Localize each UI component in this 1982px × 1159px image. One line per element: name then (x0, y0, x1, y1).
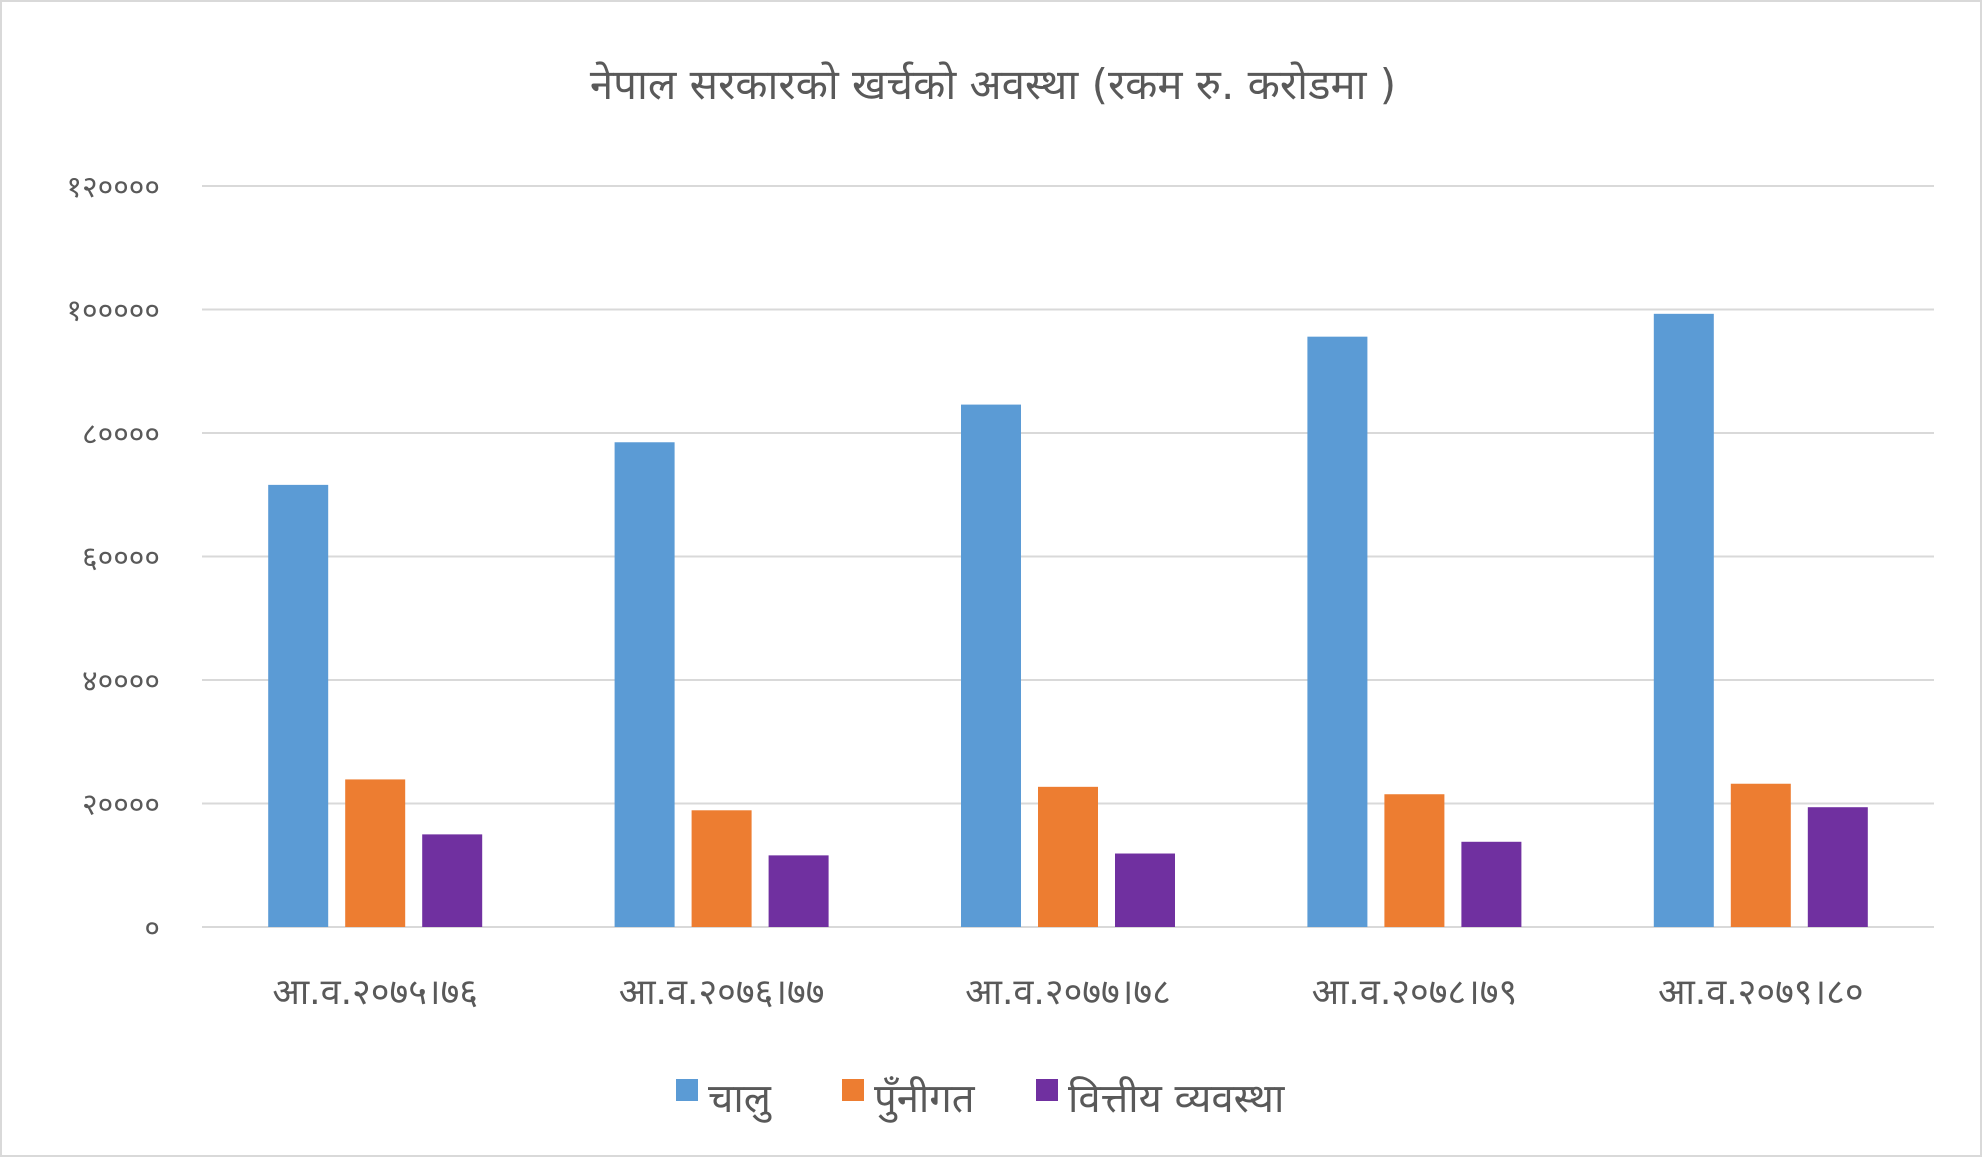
bar-series-2-category-1[interactable] (768, 855, 829, 927)
legend-swatch (1036, 1079, 1058, 1101)
legend-swatch (842, 1079, 864, 1101)
bar-series-0-category-4[interactable] (1653, 313, 1714, 927)
bar-series-0-category-1[interactable] (614, 442, 675, 927)
x-category-label: आ.व.२०७८।७९ (1312, 972, 1518, 1013)
bar-series-2-category-2[interactable] (1115, 853, 1175, 927)
legend-label: पुँनीगत (874, 1076, 976, 1123)
bar-series-2-category-3[interactable] (1461, 841, 1522, 927)
gridlines (202, 185, 1934, 928)
legend-label: चालु (708, 1076, 772, 1123)
bar-series-1-category-1[interactable] (691, 810, 752, 927)
bar-series-1-category-0[interactable] (345, 779, 406, 927)
x-category-label: आ.व.२०७६।७७ (619, 972, 825, 1013)
x-category-label: आ.व.२०७७।७८ (965, 972, 1171, 1013)
x-axis-categories: आ.व.२०७५।७६ आ.व.२०७६।७७ आ.व.२०७७।७८ आ.व.२०७… (272, 972, 1863, 1013)
y-tick-label: १००००० (66, 294, 160, 329)
legend: चालु पुँनीगत वित्तीय व्यवस्था (676, 1076, 1285, 1123)
bars (268, 313, 1868, 928)
bar-series-1-category-3[interactable] (1384, 794, 1445, 927)
bar-series-1-category-2[interactable] (1038, 786, 1098, 927)
y-tick-label: ४०००० (82, 664, 160, 699)
bar-series-0-category-0[interactable] (268, 484, 329, 927)
y-tick-label: ० (144, 911, 160, 946)
x-category-label: आ.व.२०७९।८० (1658, 972, 1864, 1013)
legend-swatch (676, 1079, 698, 1101)
y-tick-label: ६०००० (82, 541, 160, 576)
y-axis-ticks: ० २०००० ४०००० ६०००० ८०००० १००००० १२०००० (66, 170, 160, 946)
y-tick-label: १२०००० (66, 170, 160, 205)
legend-label: वित्तीय व्यवस्था (1068, 1076, 1285, 1122)
x-category-label: आ.व.२०७५।७६ (272, 972, 478, 1013)
chart-title: नेपाल सरकारको खर्चको अवस्था (रकम रु. करो… (590, 60, 1396, 109)
bar-series-2-category-4[interactable] (1807, 807, 1868, 927)
bar-series-2-category-0[interactable] (422, 834, 483, 927)
y-tick-label: ८०००० (82, 417, 160, 452)
bar-series-1-category-4[interactable] (1730, 783, 1791, 927)
bar-series-0-category-2[interactable] (961, 404, 1021, 928)
y-tick-label: २०००० (82, 788, 160, 823)
bar-series-0-category-3[interactable] (1307, 336, 1368, 927)
